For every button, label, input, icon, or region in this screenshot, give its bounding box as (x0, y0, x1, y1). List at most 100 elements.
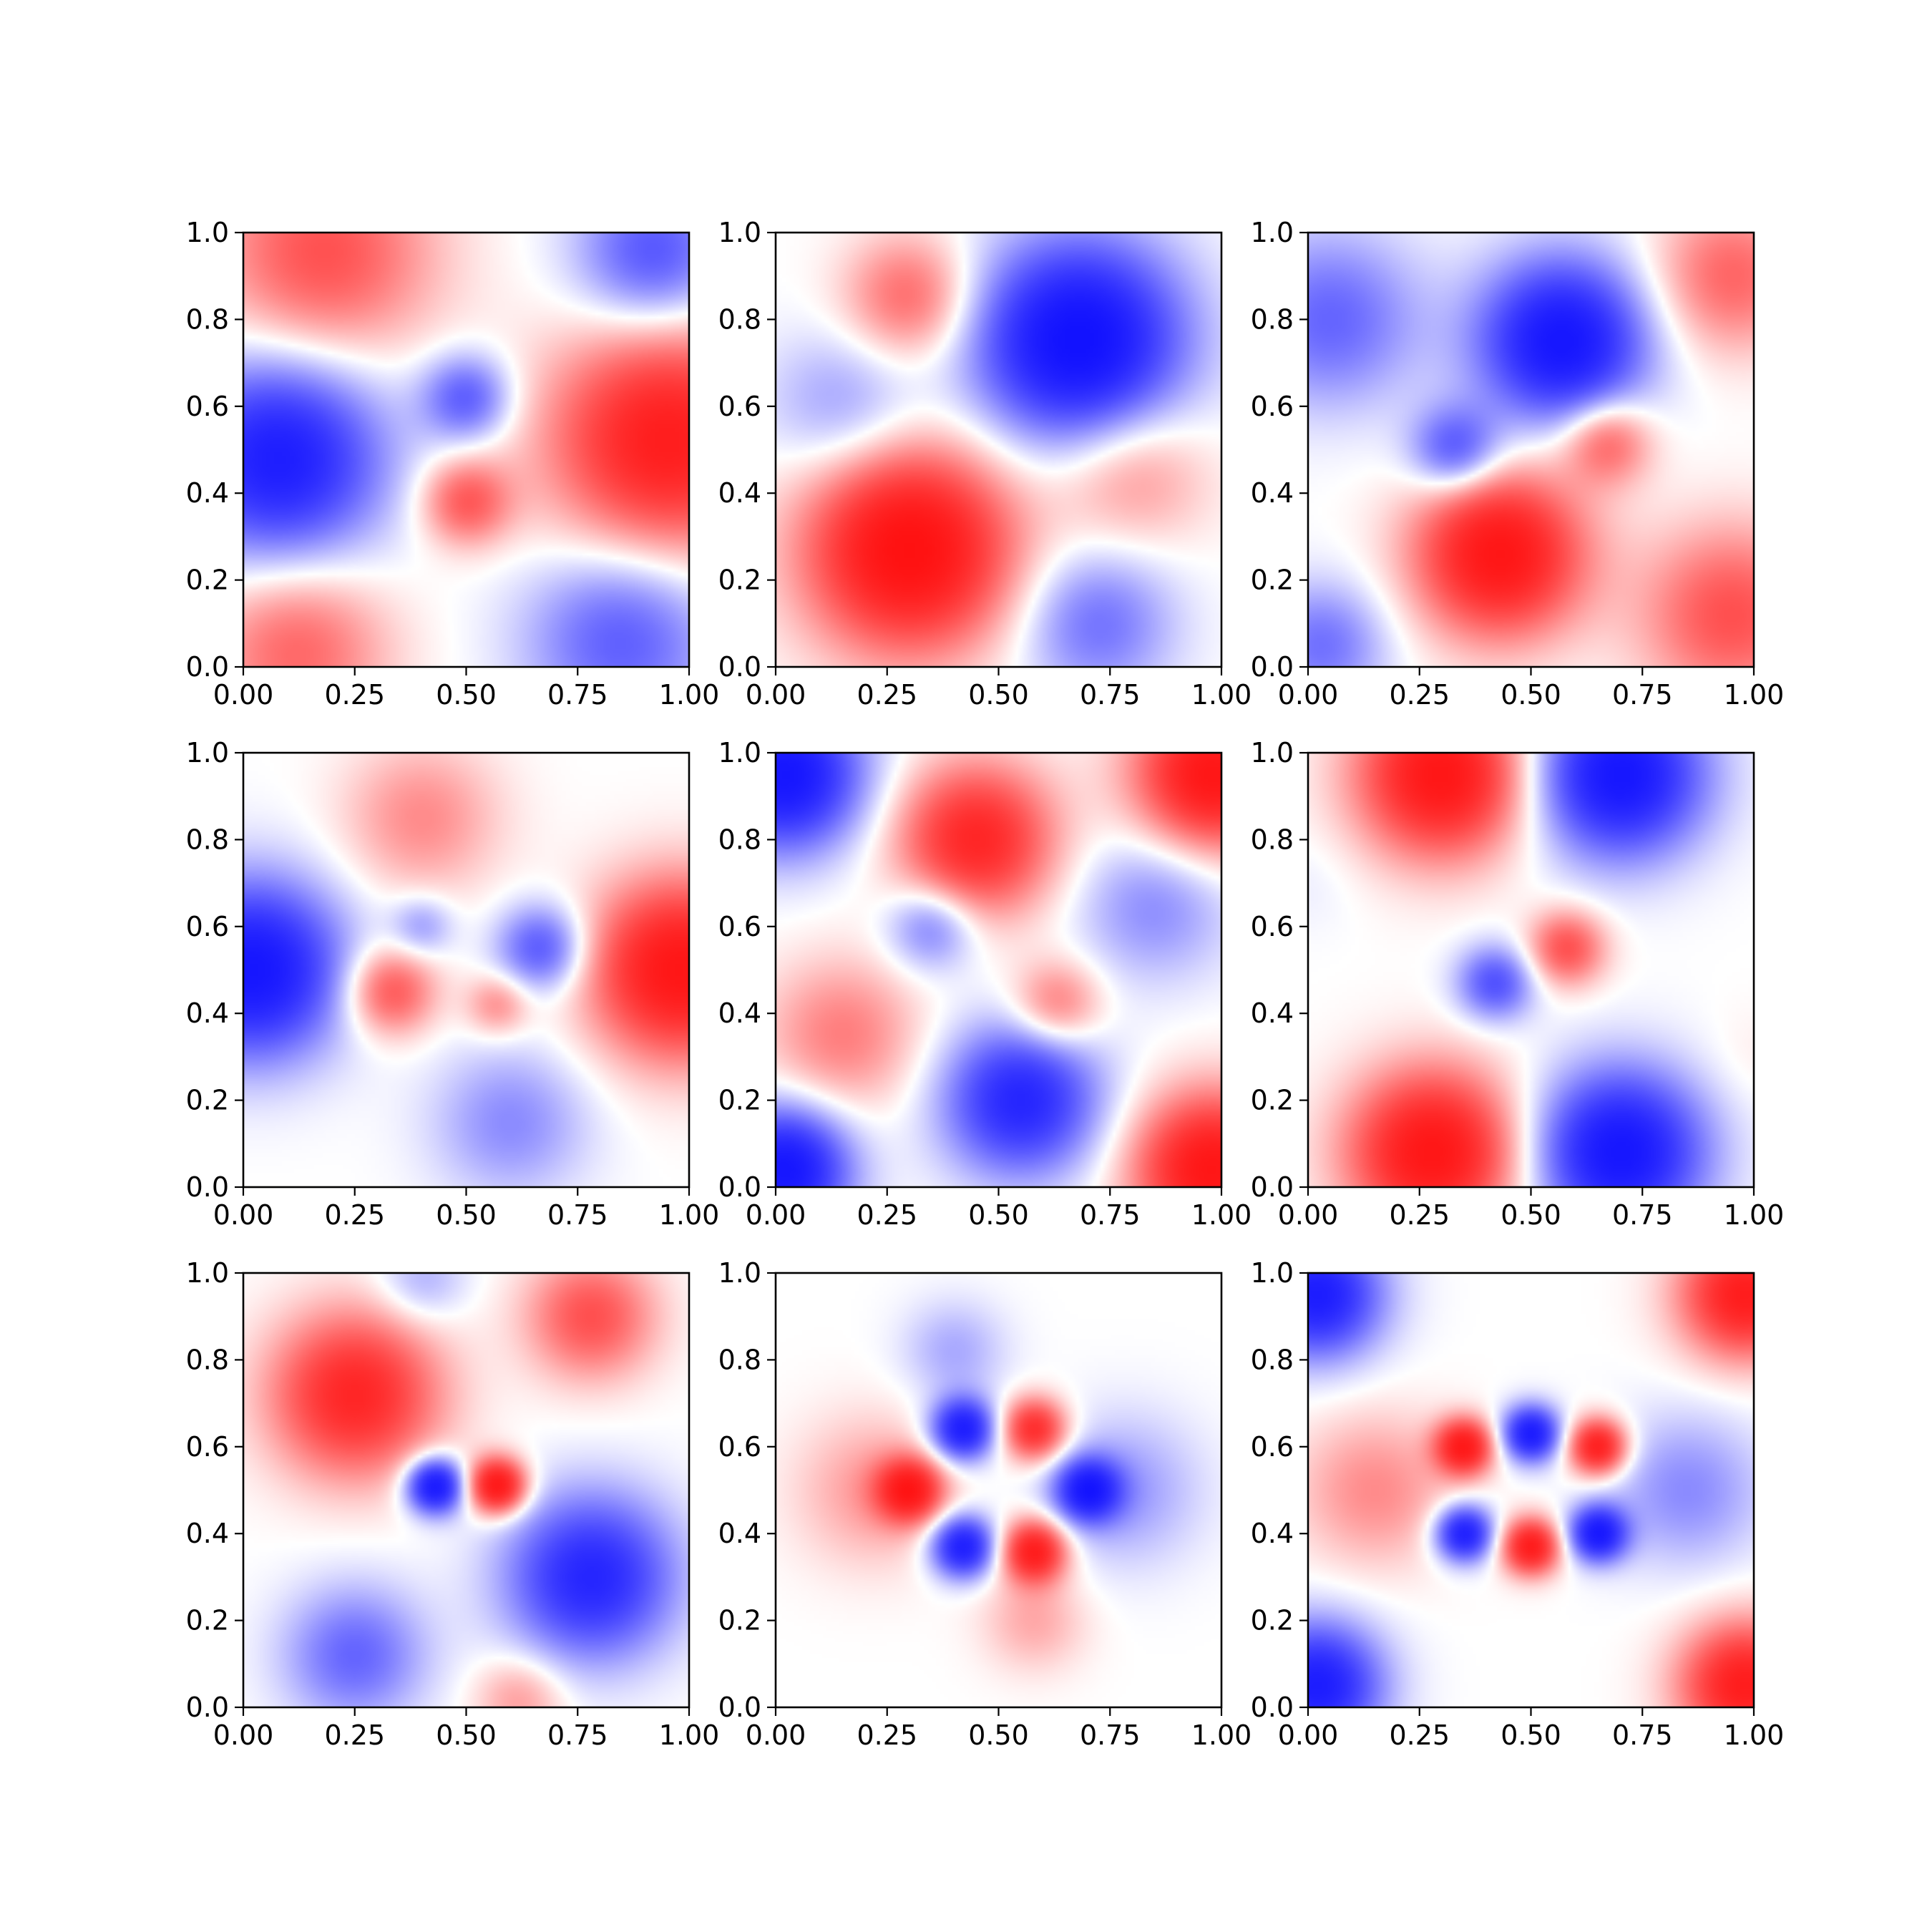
subplot-6: 0.00 0.25 0.50 0.75 1.00 0.0 0.2 0.4 0.6 0.8 1.0 (1251, 737, 1785, 1231)
y-tick-label: 0.6 (1251, 1431, 1294, 1463)
y-tick-label: 0.2 (1251, 1605, 1294, 1636)
subplot-9: 0.00 0.25 0.50 0.75 1.00 0.0 0.2 0.4 0.6 0.8 1.0 (1251, 1257, 1785, 1751)
y-tick-label: 0.8 (718, 303, 761, 335)
x-tick-label: 1.00 (1724, 679, 1785, 711)
y-tick-label: 0.0 (718, 651, 761, 683)
subplot-4: 0.00 0.25 0.50 0.75 1.00 0.0 0.2 0.4 0.6 0.8 1.0 (186, 737, 720, 1231)
x-tick-label: 0.50 (968, 1719, 1029, 1751)
y-tick-label: 0.0 (718, 1171, 761, 1203)
y-tick-label: 0.2 (186, 1085, 229, 1116)
subplot-7: 0.00 0.25 0.50 0.75 1.00 0.0 0.2 0.4 0.6 0.8 1.0 (186, 1257, 720, 1751)
x-tick-label: 0.50 (436, 1199, 497, 1231)
x-tick-label: 0.00 (1278, 679, 1339, 711)
y-tick-label: 1.0 (718, 217, 761, 248)
y-tick-label: 1.0 (186, 217, 229, 248)
y-tick-label: 0.6 (1251, 391, 1294, 422)
x-tick-label: 0.75 (547, 679, 608, 711)
y-tick-label: 0.4 (186, 477, 229, 509)
y-tick-label: 0.2 (718, 1605, 761, 1636)
x-tick-label: 0.50 (436, 1719, 497, 1751)
heatmap-image (1308, 1273, 1754, 1707)
x-tick-label: 0.50 (1501, 679, 1561, 711)
x-tick-label: 0.50 (968, 679, 1029, 711)
x-tick-label: 0.25 (857, 679, 917, 711)
y-tick-label: 0.6 (718, 1431, 761, 1463)
heatmap-image (776, 233, 1221, 667)
y-tick-label: 0.6 (186, 1431, 229, 1463)
x-tick-label: 1.00 (1191, 679, 1252, 711)
y-tick-label: 0.2 (1251, 1085, 1294, 1116)
y-tick-label: 0.2 (186, 1605, 229, 1636)
x-tick-label: 0.00 (1278, 1719, 1339, 1751)
y-tick-label: 1.0 (1251, 1257, 1294, 1289)
y-tick-label: 0.4 (186, 1518, 229, 1549)
x-tick-label: 0.00 (213, 1199, 274, 1231)
x-tick-label: 1.00 (659, 679, 720, 711)
heatmap-image (776, 753, 1221, 1187)
x-tick-label: 0.75 (547, 1719, 608, 1751)
y-tick-label: 0.0 (186, 1171, 229, 1203)
y-tick-label: 0.6 (186, 911, 229, 942)
y-tick-label: 0.0 (186, 651, 229, 683)
y-tick-label: 1.0 (1251, 217, 1294, 248)
heatmap-image (776, 1273, 1221, 1707)
subplot-3: 0.00 0.25 0.50 0.75 1.00 0.0 0.2 0.4 0.6 0.8 1.0 (1251, 217, 1785, 711)
y-tick-label: 0.6 (186, 391, 229, 422)
y-tick-label: 0.4 (718, 477, 761, 509)
y-tick-label: 0.8 (1251, 1344, 1294, 1375)
x-tick-label: 0.25 (324, 1719, 385, 1751)
x-tick-label: 0.75 (1080, 1199, 1141, 1231)
x-tick-label: 0.75 (1612, 1199, 1673, 1231)
x-tick-label: 0.25 (1389, 1719, 1450, 1751)
y-tick-label: 0.2 (718, 1085, 761, 1116)
subplot-8: 0.00 0.25 0.50 0.75 1.00 0.0 0.2 0.4 0.6 0.8 1.0 (718, 1257, 1252, 1751)
y-tick-label: 0.8 (1251, 824, 1294, 855)
y-tick-label: 0.6 (718, 911, 761, 942)
x-tick-label: 0.25 (324, 1199, 385, 1231)
y-tick-label: 0.4 (1251, 997, 1294, 1029)
y-tick-label: 0.8 (186, 1344, 229, 1375)
x-tick-label: 0.25 (1389, 679, 1450, 711)
x-tick-label: 0.25 (857, 1719, 917, 1751)
x-tick-label: 0.75 (1080, 1719, 1141, 1751)
y-tick-label: 1.0 (186, 737, 229, 769)
y-tick-label: 1.0 (718, 1257, 761, 1289)
y-tick-label: 1.0 (1251, 737, 1294, 769)
x-tick-label: 0.75 (547, 1199, 608, 1231)
x-tick-label: 0.75 (1080, 679, 1141, 711)
x-tick-label: 1.00 (1191, 1199, 1252, 1231)
x-tick-label: 0.25 (324, 679, 385, 711)
y-tick-label: 0.2 (186, 565, 229, 596)
y-tick-label: 0.4 (718, 997, 761, 1029)
y-tick-label: 0.4 (1251, 477, 1294, 509)
y-tick-label: 0.0 (718, 1692, 761, 1723)
y-tick-label: 0.0 (186, 1692, 229, 1723)
y-tick-label: 0.0 (1251, 651, 1294, 683)
x-tick-label: 0.75 (1612, 679, 1673, 711)
y-tick-label: 0.4 (718, 1518, 761, 1549)
x-tick-label: 1.00 (659, 1199, 720, 1231)
x-tick-label: 0.50 (1501, 1199, 1561, 1231)
x-tick-label: 0.00 (1278, 1199, 1339, 1231)
y-tick-label: 0.8 (1251, 303, 1294, 335)
x-tick-label: 1.00 (1724, 1199, 1785, 1231)
x-tick-label: 0.50 (436, 679, 497, 711)
x-tick-label: 0.25 (1389, 1199, 1450, 1231)
x-tick-label: 0.00 (213, 1719, 274, 1751)
x-tick-label: 1.00 (1724, 1719, 1785, 1751)
y-tick-label: 0.0 (1251, 1692, 1294, 1723)
x-tick-label: 1.00 (659, 1719, 720, 1751)
x-tick-label: 0.50 (968, 1199, 1029, 1231)
y-tick-label: 0.6 (718, 391, 761, 422)
y-tick-label: 1.0 (186, 1257, 229, 1289)
y-tick-label: 0.8 (186, 303, 229, 335)
x-tick-label: 0.75 (1612, 1719, 1673, 1751)
y-tick-label: 0.8 (718, 824, 761, 855)
heatmap-image (1308, 233, 1754, 667)
x-tick-label: 0.00 (213, 679, 274, 711)
heatmap-image (1308, 753, 1754, 1187)
y-tick-label: 0.6 (1251, 911, 1294, 942)
x-tick-label: 0.25 (857, 1199, 917, 1231)
y-tick-label: 0.4 (1251, 1518, 1294, 1549)
